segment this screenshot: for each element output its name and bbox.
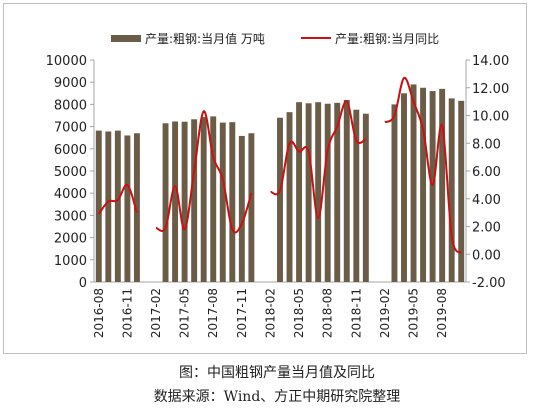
- right-tick-label: -2.00: [472, 276, 506, 291]
- bar-series: [95, 84, 465, 283]
- x-tick-label: 2019-02: [378, 288, 392, 338]
- bar: [420, 87, 427, 282]
- bar: [172, 121, 179, 282]
- right-tick-label: 12.00: [472, 82, 509, 97]
- x-tick-label: 2017-08: [206, 288, 220, 338]
- bar: [296, 102, 303, 283]
- x-tick-label: 2017-02: [149, 288, 163, 338]
- legend-bar-swatch: [111, 35, 141, 42]
- figure-caption: 图：中国粗钢产量当月值及同比: [179, 365, 375, 381]
- legend-line-label: 产量:粗钢:当月同比: [335, 32, 439, 46]
- x-tick-label: 2016-08: [92, 288, 106, 338]
- x-tick-label: 2019-08: [435, 288, 449, 338]
- left-tick-label: 5000: [54, 165, 87, 180]
- x-tick-label: 2016-11: [120, 288, 134, 338]
- legend: 产量:粗钢:当月值 万吨 产量:粗钢:当月同比: [111, 31, 439, 46]
- bar: [238, 135, 245, 282]
- bar: [181, 121, 188, 282]
- bar: [334, 102, 341, 282]
- bar: [343, 99, 350, 283]
- chart-frame: 产量:粗钢:当月值 万吨 产量:粗钢:当月同比 0 1000 2000 3000 400…: [3, 3, 527, 354]
- bar: [410, 84, 417, 282]
- right-tick-label: 0.00: [472, 248, 501, 263]
- bar: [114, 130, 121, 282]
- bar: [219, 122, 226, 282]
- bar: [458, 100, 465, 283]
- bar: [105, 131, 112, 282]
- x-tick-label: 2017-11: [235, 288, 249, 338]
- bar: [200, 117, 207, 282]
- bar: [305, 103, 312, 282]
- bar: [401, 93, 407, 282]
- right-tick-label: 6.00: [472, 165, 501, 180]
- bar: [286, 112, 293, 282]
- bar: [95, 130, 102, 282]
- bar: [248, 133, 255, 282]
- legend-bar-label: 产量:粗钢:当月值 万吨: [145, 31, 265, 46]
- x-axis-ticks: 2016-08 2016-11 2017-02 2017-05 2017-08 2017-…: [92, 288, 449, 338]
- bar: [448, 98, 455, 282]
- right-tick-label: 2.00: [472, 221, 501, 236]
- right-axis-ticks: -2.00 0.00 2.00 4.00 6.00 8.00 10.00 12.00 14.00: [466, 54, 509, 291]
- bar: [391, 104, 398, 283]
- bar: [324, 103, 331, 282]
- left-tick-label: 8000: [54, 98, 87, 113]
- right-tick-label: 4.00: [472, 193, 501, 208]
- bar: [210, 116, 217, 282]
- right-tick-label: 14.00: [472, 54, 509, 69]
- left-tick-label: 2000: [54, 232, 87, 247]
- left-tick-label: 9000: [54, 76, 87, 91]
- chart-svg: 产量:粗钢:当月值 万吨 产量:粗钢:当月同比 0 1000 2000 3000 400…: [46, 31, 510, 338]
- left-tick-label: 1000: [54, 254, 87, 269]
- bar: [124, 135, 131, 282]
- yoy-line-segment: [384, 76, 463, 254]
- left-tick-label: 4000: [54, 187, 87, 202]
- bar: [429, 91, 436, 282]
- bar: [162, 123, 169, 283]
- left-tick-label: 6000: [54, 143, 87, 158]
- bar: [362, 113, 369, 282]
- bar: [315, 102, 322, 283]
- x-tick-label: 2018-02: [263, 288, 277, 338]
- right-tick-label: 8.00: [472, 137, 501, 152]
- x-tick-label: 2019-05: [407, 288, 421, 338]
- left-tick-label: 0: [79, 276, 87, 291]
- left-tick-label: 10000: [46, 54, 87, 69]
- yoy-line-segment: [155, 110, 253, 234]
- bar: [191, 119, 198, 282]
- data-source-note: 数据来源：Wind、方正中期研究院整理: [153, 389, 401, 405]
- left-axis-ticks: 0 1000 2000 3000 4000 5000 6000 7000 8000 9000 100…: [46, 54, 94, 291]
- line-series: [97, 76, 463, 254]
- left-tick-label: 3000: [54, 209, 87, 224]
- bar: [133, 133, 140, 282]
- x-tick-label: 2018-08: [321, 288, 335, 338]
- x-tick-label: 2018-05: [292, 288, 306, 338]
- yoy-line-segment: [270, 100, 367, 220]
- bar: [277, 117, 283, 282]
- bar: [353, 109, 360, 282]
- yoy-line-segment: [97, 183, 138, 215]
- x-tick-label: 2018-11: [349, 288, 363, 338]
- bar: [229, 122, 236, 282]
- left-tick-label: 7000: [54, 121, 87, 136]
- right-tick-label: 10.00: [472, 110, 509, 125]
- x-tick-label: 2017-05: [178, 288, 192, 338]
- bar: [439, 88, 446, 282]
